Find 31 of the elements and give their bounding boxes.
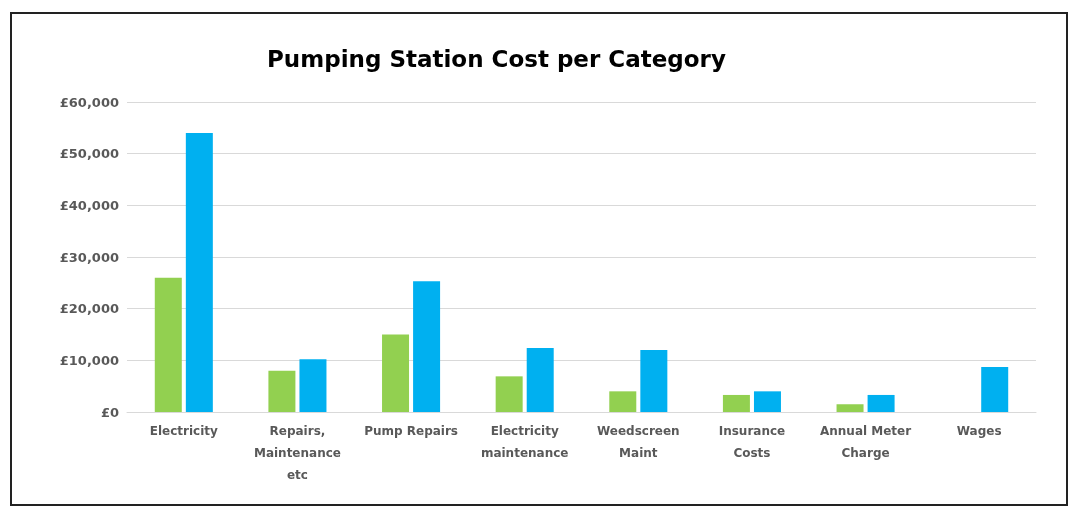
bar — [981, 367, 1009, 412]
y-tick-label: £0 — [100, 404, 119, 420]
bar — [382, 334, 410, 412]
bar — [722, 394, 750, 412]
y-tick-label: £40,000 — [59, 197, 119, 213]
y-tick-label: £60,000 — [59, 94, 119, 110]
y-tick-label: £50,000 — [59, 146, 119, 162]
x-tick-label: Weedscreen Maint — [596, 424, 680, 460]
bar — [154, 277, 182, 412]
y-tick-label: £30,000 — [59, 249, 119, 265]
bar — [526, 347, 554, 412]
bar — [609, 391, 637, 412]
bar — [640, 350, 668, 412]
y-tick-label: £10,000 — [59, 352, 119, 368]
x-tick-label: Pump Repairs — [364, 424, 458, 438]
y-tick-label: £20,000 — [59, 301, 119, 317]
x-tick-label: Repairs, Maintenance etc — [253, 424, 341, 482]
bar — [836, 404, 864, 412]
x-tick-label: Insurance Costs — [718, 424, 786, 460]
x-tick-label: Wages — [956, 424, 1002, 438]
x-tick-label: Electricity — [149, 424, 219, 438]
bar — [867, 394, 895, 412]
bar — [753, 391, 781, 412]
chart-title: Pumping Station Cost per Category — [267, 45, 726, 72]
bar — [268, 370, 296, 412]
bar — [495, 376, 523, 412]
bar — [185, 133, 213, 412]
x-tick-label: Electricity maintenance — [480, 424, 569, 460]
x-tick-label: Annual Meter Charge — [819, 424, 912, 460]
bar — [413, 281, 441, 412]
bar — [299, 359, 327, 412]
